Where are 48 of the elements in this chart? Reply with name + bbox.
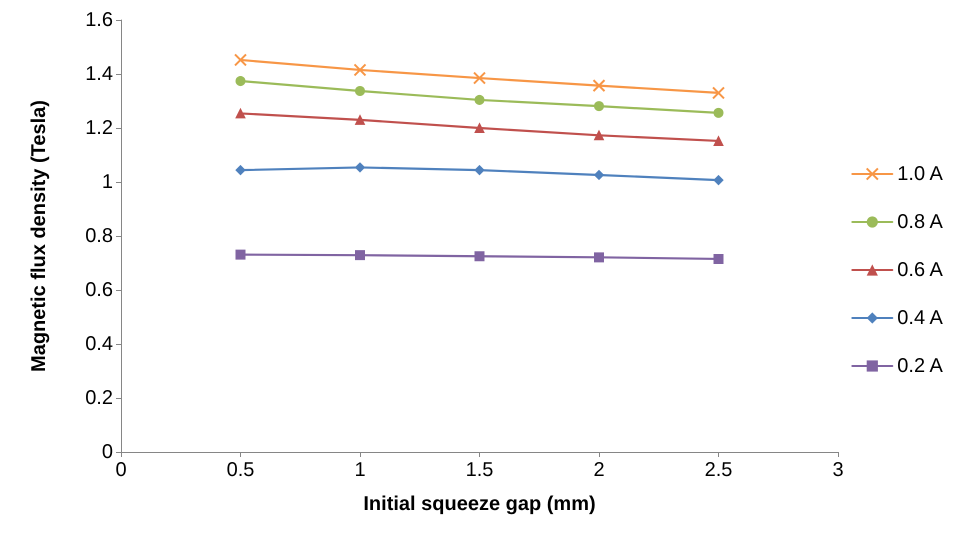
point (714, 175, 724, 186)
x-axis-title: Initial squeeze gap (mm) (363, 493, 596, 515)
x-tick-label: 1 (354, 459, 366, 481)
y-tick-label: 1 (102, 171, 113, 193)
legend-label: 0.2 A (897, 355, 944, 377)
point (236, 76, 246, 86)
legend-label: 0.4 A (897, 307, 944, 329)
point (594, 101, 604, 112)
point (355, 86, 365, 96)
point (592, 79, 606, 92)
point (354, 63, 366, 76)
x-tick-label: 0.5 (226, 459, 254, 481)
legend-label: 1.0 A (897, 163, 944, 185)
point (594, 170, 604, 180)
legend-label: 0.6 A (897, 259, 944, 281)
y-tick-label: 1.6 (85, 9, 113, 31)
point (355, 250, 365, 260)
point (594, 130, 604, 140)
point (236, 250, 246, 260)
point (474, 123, 484, 133)
point (714, 254, 724, 264)
point (355, 114, 365, 125)
point (234, 53, 247, 66)
y-tick-label: 0.8 (85, 225, 113, 247)
point (474, 251, 484, 262)
x-tick-label: 2 (593, 459, 605, 481)
point (474, 165, 484, 176)
point (714, 108, 724, 118)
point (714, 136, 724, 146)
point (594, 252, 604, 262)
point (236, 165, 246, 176)
legend-label: 0.8 A (897, 211, 944, 233)
y-axis-title: Magnetic flux density (Tesla) (28, 100, 50, 372)
y-tick-label: 1.2 (85, 117, 113, 139)
x-tick-label: 1.5 (466, 459, 494, 481)
y-tick-label: 0 (102, 441, 113, 463)
point (473, 72, 486, 85)
y-tick-label: 1.4 (85, 63, 113, 85)
point (355, 162, 365, 172)
x-tick-label: 2.5 (704, 459, 732, 481)
x-tick-label: 0 (115, 459, 127, 481)
y-tick-label: 0.2 (85, 387, 113, 409)
point (474, 94, 484, 105)
point (712, 86, 725, 100)
y-tick-label: 0.6 (85, 279, 113, 301)
y-tick-label: 0.4 (85, 333, 113, 355)
x-tick-label: 3 (832, 459, 844, 481)
point (236, 108, 246, 118)
